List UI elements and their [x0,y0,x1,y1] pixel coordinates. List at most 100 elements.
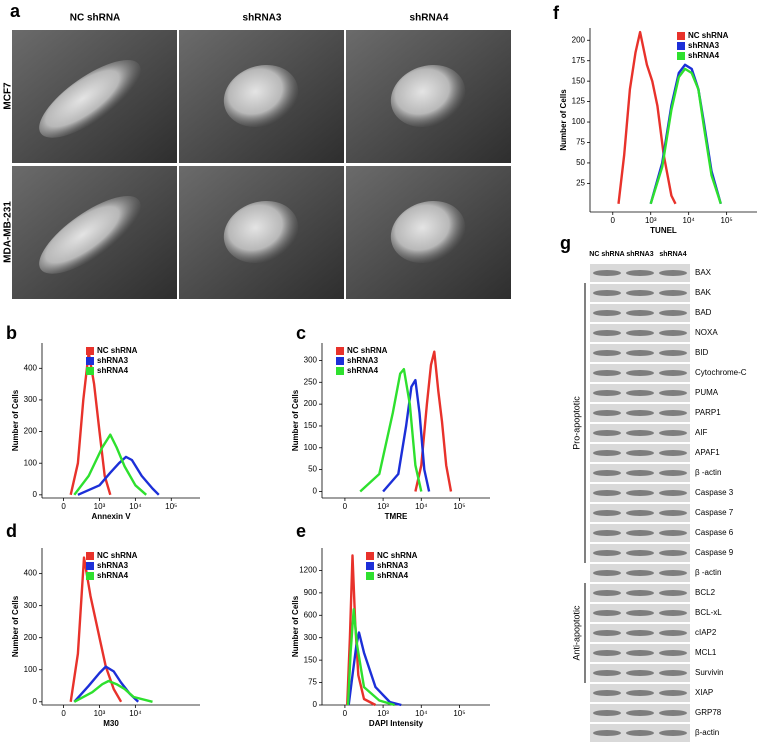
y-tick-label: 300 [24,395,38,404]
band [593,630,621,636]
y-tick-label: 250 [304,377,318,386]
y-tick-label: 400 [24,569,38,578]
band [626,270,654,276]
y-tick-label: 100 [572,117,586,126]
band [593,450,621,456]
band [659,670,687,676]
legend-swatch [336,367,344,375]
histogram-line [382,378,431,493]
row-label: AIF [695,428,708,437]
row-label: MCL1 [695,648,717,657]
y-tick-label: 175 [572,56,586,65]
band [626,330,654,336]
panel-letter: e [296,521,306,541]
row-label: NOXA [695,328,718,337]
column-header: shRNA3 [626,251,653,258]
row-label: Cytochrome-C [695,368,747,377]
legend-swatch [677,52,685,60]
y-axis-label: Number of Cells [11,595,20,657]
band [626,470,654,476]
band [626,550,654,556]
row-label: BAK [695,288,712,297]
band [593,690,621,696]
column-header: shRNA3 [243,13,282,24]
histogram-line [617,30,677,205]
band [659,510,687,516]
row-label: cIAP2 [695,628,717,637]
band [659,590,687,596]
cell [223,200,299,264]
x-tick-label: 0 [343,709,348,718]
band [593,590,621,596]
row-label: Caspase 3 [695,488,734,497]
band [659,690,687,696]
legend-swatch [677,32,685,40]
x-axis-label: Annexin V [91,512,131,521]
band [593,670,621,676]
band [626,390,654,396]
band [626,510,654,516]
cell [39,60,141,138]
x-tick-label: 10³ [94,709,106,718]
group-label: Pro-apoptotic [571,396,581,450]
row-label: BCL2 [695,588,716,597]
histogram-line [346,608,395,707]
row-label: PUMA [695,388,719,397]
y-axis-label: Number of Cells [559,89,568,151]
legend-label: shRNA3 [97,356,129,365]
row-label: β-actin [695,728,719,737]
y-tick-label: 50 [576,158,585,167]
x-tick-label: 10³ [94,502,106,511]
band [593,410,621,416]
y-tick-label: 150 [572,76,586,85]
group-label: Anti-apoptotic [571,605,581,661]
y-tick-label: 125 [572,97,586,106]
panel-letter: f [553,3,560,23]
band [659,650,687,656]
band [659,310,687,316]
row-label: Caspase 7 [695,508,734,517]
column-header: shRNA4 [659,251,686,258]
legend-label: NC shRNA [97,551,138,560]
legend-swatch [366,562,374,570]
y-tick-label: 200 [572,35,586,44]
x-tick-label: 10⁴ [129,502,142,511]
cell [39,196,141,274]
x-tick-label: 10³ [377,502,389,511]
band [659,350,687,356]
band [659,370,687,376]
band [626,290,654,296]
y-tick-label: 25 [576,178,585,187]
band [659,710,687,716]
y-tick-label: 75 [308,678,317,687]
histogram-line [347,631,402,707]
legend-swatch [336,347,344,355]
y-tick-label: 100 [24,665,38,674]
band [659,490,687,496]
cell [390,200,466,264]
legend-label: shRNA3 [347,356,379,365]
histogram-line [359,368,423,493]
band [626,590,654,596]
row-label: XIAP [695,688,713,697]
legend-swatch [86,347,94,355]
band [626,730,654,736]
legend-swatch [86,357,94,365]
legend-swatch [366,552,374,560]
band [626,610,654,616]
band [659,530,687,536]
x-axis-label: TMRE [385,512,408,521]
cell [223,64,299,128]
row-label: APAF1 [695,448,720,457]
legend-label: shRNA3 [688,41,720,50]
row-label: BAD [695,308,712,317]
x-tick-label: 10⁴ [129,709,142,718]
y-tick-label: 50 [308,465,317,474]
y-tick-label: 200 [24,427,38,436]
band [593,270,621,276]
x-tick-label: 10⁵ [165,502,177,511]
y-tick-label: 300 [24,601,38,610]
x-tick-label: 10⁵ [453,502,465,511]
column-header: NC shRNA [589,251,624,258]
band [593,290,621,296]
